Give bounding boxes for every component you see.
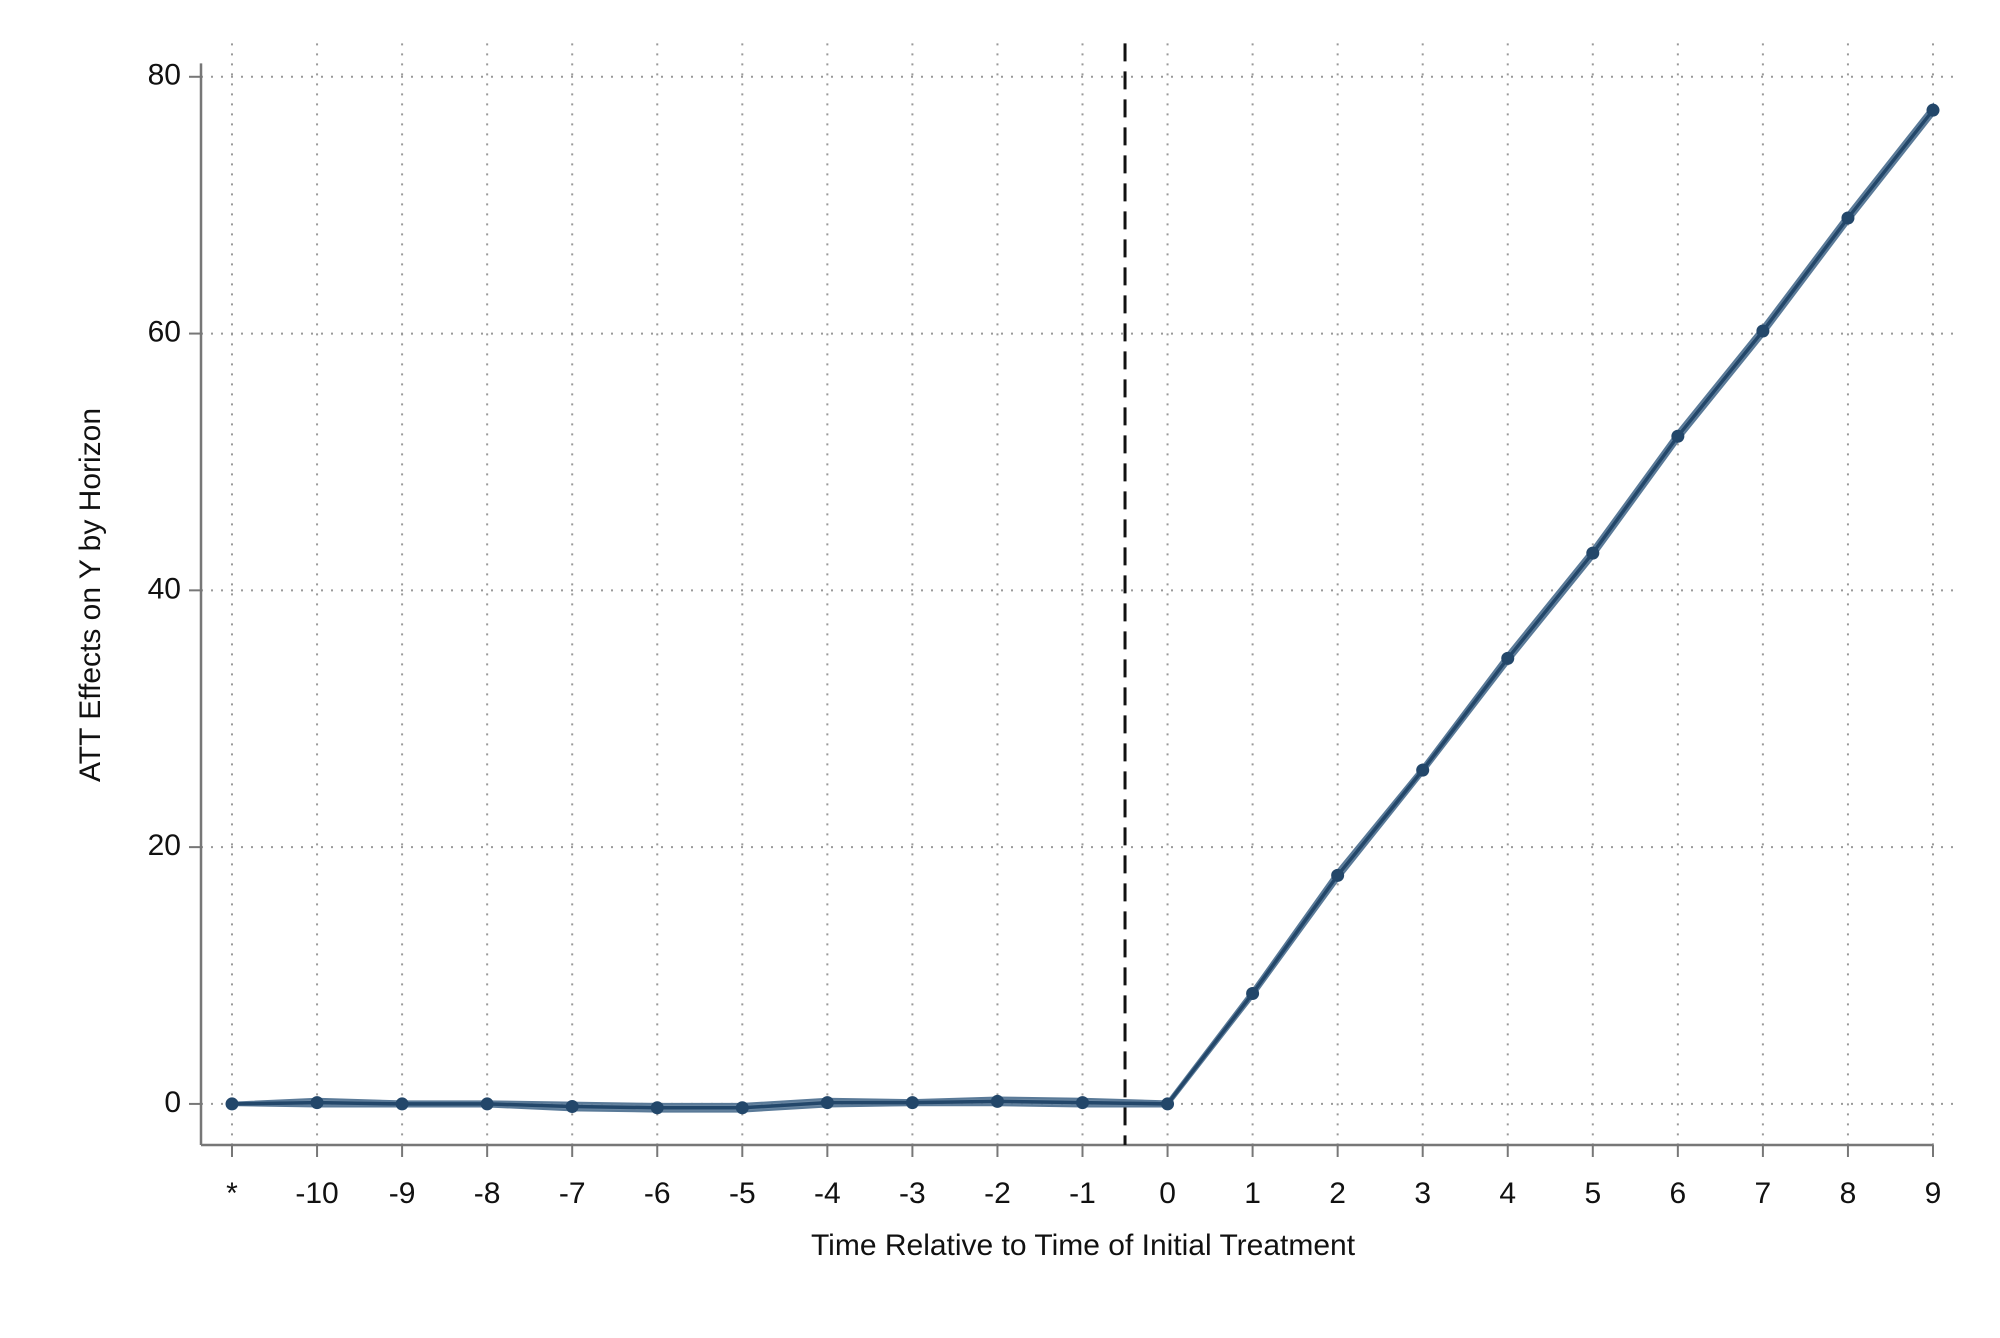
line <box>231 109 1935 1110</box>
point <box>565 1099 579 1113</box>
x-tick-label: 2 <box>1329 1177 1346 1210</box>
y-tick-label: 60 <box>148 315 181 348</box>
y-axis-title: ATT Effects on Y by Horizon <box>74 408 107 782</box>
point <box>735 1101 749 1115</box>
x-tick-label: 0 <box>1159 1177 1176 1210</box>
point <box>1586 546 1600 560</box>
point <box>1331 868 1345 882</box>
y-tick-label: 40 <box>148 572 181 605</box>
point <box>820 1096 834 1110</box>
x-tick-label: 7 <box>1755 1177 1772 1210</box>
x-tick-label: 9 <box>1925 1177 1942 1210</box>
point <box>1841 211 1855 225</box>
point <box>1671 429 1685 443</box>
x-tick-label: -8 <box>474 1177 501 1210</box>
point <box>225 1097 239 1111</box>
point <box>1756 324 1770 338</box>
point <box>1161 1097 1175 1111</box>
point <box>905 1096 919 1110</box>
x-tick-label: 5 <box>1584 1177 1601 1210</box>
point <box>1501 651 1515 665</box>
x-tick-label: -1 <box>1069 1177 1096 1210</box>
point <box>1246 986 1260 1000</box>
x-tick-label: -9 <box>389 1177 416 1210</box>
point <box>395 1097 409 1111</box>
x-tick-label: 8 <box>1840 1177 1857 1210</box>
x-tick-label: * <box>226 1177 238 1210</box>
x-tick-label: 1 <box>1244 1177 1261 1210</box>
y-tick-label: 20 <box>148 829 181 862</box>
x-tick-label: -6 <box>644 1177 671 1210</box>
x-tick-label: -5 <box>729 1177 756 1210</box>
point <box>1416 763 1430 777</box>
y-tick-label: 80 <box>148 59 181 92</box>
x-tick-label: 6 <box>1670 1177 1687 1210</box>
x-axis-title: Time Relative to Time of Initial Treatme… <box>811 1229 1356 1262</box>
confidence-band <box>231 102 1934 1113</box>
y-tick-label: 0 <box>164 1086 181 1119</box>
x-tick-label: 3 <box>1414 1177 1431 1210</box>
point <box>990 1094 1004 1108</box>
point <box>650 1101 664 1115</box>
point <box>1926 103 1940 117</box>
x-tick-label: -10 <box>295 1177 338 1210</box>
point <box>480 1097 494 1111</box>
point <box>310 1096 324 1110</box>
point <box>1076 1096 1089 1110</box>
x-tick-label: 4 <box>1499 1177 1516 1210</box>
x-tick-label: -7 <box>559 1177 586 1210</box>
x-tick-label: -3 <box>899 1177 926 1210</box>
x-tick-label: -4 <box>814 1177 841 1210</box>
x-tick-label: -2 <box>984 1177 1011 1210</box>
